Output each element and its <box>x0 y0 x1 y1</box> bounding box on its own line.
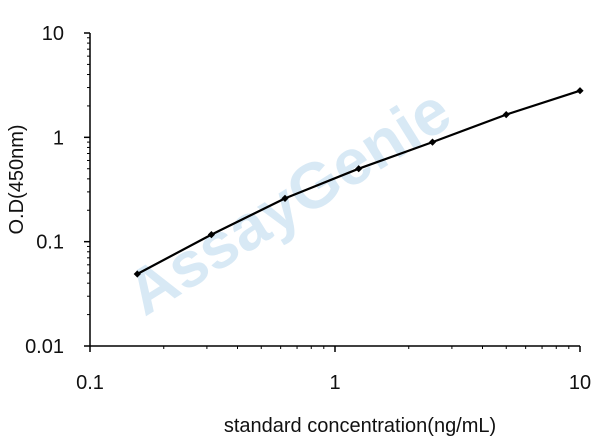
y-axis-title: O.D(450nm) <box>6 124 28 234</box>
x-tick-label: 10 <box>569 372 591 394</box>
x-tick-label: 0.1 <box>76 372 104 394</box>
watermark-layer: AssayGenie <box>114 74 463 329</box>
data-point-marker <box>428 138 437 146</box>
x-ticks: 0.1 1 10 <box>76 346 591 394</box>
series-layer <box>133 87 584 278</box>
y-ticks: 0.01 0.1 1 10 <box>25 23 90 358</box>
data-point-marker <box>576 87 584 95</box>
data-point-marker <box>502 111 510 119</box>
y-tick-label: 10 <box>42 23 64 45</box>
y-tick-label: 1 <box>53 127 64 149</box>
y-tick-label: 0.1 <box>36 232 64 254</box>
watermark-logo: AssayGenie <box>114 74 463 329</box>
data-point-marker <box>207 231 215 239</box>
data-point-marker <box>281 194 289 202</box>
data-point-marker <box>133 270 141 278</box>
x-tick-label: 1 <box>329 372 340 394</box>
data-point-marker <box>355 165 363 173</box>
y-tick-label: 0.01 <box>25 336 64 358</box>
x-axis-title: standard concentration(ng/mL) <box>224 415 496 437</box>
